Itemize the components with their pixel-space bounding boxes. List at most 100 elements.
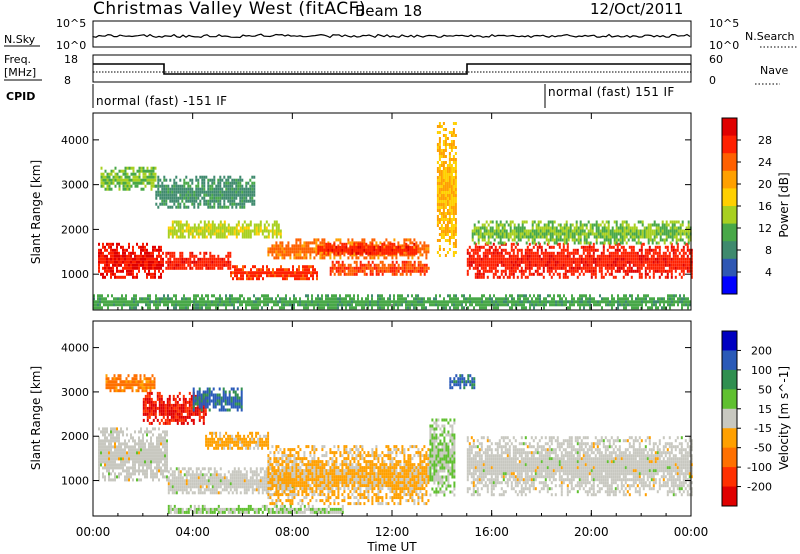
heatmap-cell <box>227 223 230 227</box>
heatmap-cell <box>514 269 517 273</box>
heatmap-cell <box>97 294 99 298</box>
heatmap-cell <box>169 251 172 255</box>
heatmap-cell <box>559 297 561 301</box>
heatmap-cell <box>132 169 135 173</box>
heatmap-cell <box>644 260 647 264</box>
heatmap-cell <box>381 260 384 264</box>
heatmap-cell <box>187 193 190 197</box>
heatmap-cell <box>134 260 136 264</box>
heatmap-cell <box>562 257 565 261</box>
heatmap-cell <box>375 241 378 245</box>
heatmap-cell <box>616 263 619 267</box>
heatmap-cell <box>648 269 651 273</box>
heatmap-cell <box>205 257 208 261</box>
heatmap-cell <box>589 232 592 236</box>
heatmap-cell <box>389 248 392 252</box>
heatmap-cell <box>379 306 381 310</box>
heatmap-cell <box>325 242 328 246</box>
heatmap-cell <box>187 196 190 200</box>
heatmap-cell <box>562 248 565 252</box>
heatmap-cell <box>355 253 358 257</box>
heatmap-cell <box>191 202 194 206</box>
heatmap-cell <box>185 303 187 307</box>
heatmap-cell <box>351 241 354 245</box>
heatmap-cell <box>289 250 292 254</box>
heatmap-cell <box>690 254 693 258</box>
heatmap-cell <box>531 300 533 304</box>
heatmap-cell <box>484 266 487 270</box>
heatmap-cell <box>229 232 232 236</box>
heatmap-cell <box>461 306 463 310</box>
heatmap-cell <box>603 232 606 236</box>
heatmap-cell <box>339 266 342 270</box>
heatmap-cell <box>245 181 248 185</box>
heatmap-cell <box>187 257 190 261</box>
heatmap-cell <box>282 277 284 281</box>
heatmap-cell <box>239 178 242 182</box>
heatmap-cell <box>504 269 507 273</box>
heatmap-cell <box>154 266 156 270</box>
heatmap-cell <box>248 277 250 281</box>
heatmap-cell <box>335 260 338 264</box>
heatmap-cell <box>411 300 413 304</box>
heatmap-cell <box>494 260 497 264</box>
heatmap-cell <box>561 300 563 304</box>
heatmap-cell <box>319 250 322 254</box>
heatmap-cell <box>167 300 169 304</box>
heatmap-cell <box>452 176 455 179</box>
heatmap-cell <box>481 235 484 239</box>
heatmap-cell <box>383 244 386 248</box>
heatmap-cell <box>199 297 201 301</box>
heatmap-cell <box>267 294 269 298</box>
heatmap-cell <box>265 297 267 301</box>
heatmap-cell <box>442 140 445 143</box>
heatmap-cell <box>543 223 546 227</box>
heatmap-cell <box>308 265 310 269</box>
heatmap-cell <box>476 248 479 252</box>
heatmap-cell <box>115 300 117 304</box>
heatmap-cell <box>251 306 253 310</box>
heatmap-cell <box>327 251 330 255</box>
heatmap-cell <box>249 193 252 197</box>
heatmap-cell <box>641 297 643 301</box>
heatmap-cell <box>474 260 477 264</box>
heatmap-cell <box>442 209 445 212</box>
heatmap-cell <box>584 260 587 264</box>
heatmap-cell <box>201 266 204 270</box>
heatmap-cell <box>379 260 382 264</box>
heatmap-cell <box>353 248 356 252</box>
heatmap-cell <box>401 244 404 248</box>
heatmap-cell <box>161 297 163 301</box>
heatmap-cell <box>274 274 276 278</box>
heatmap-cell <box>213 300 215 304</box>
heatmap-cell <box>363 250 366 254</box>
heatmap-cell <box>453 306 455 310</box>
heatmap-cell <box>106 175 109 179</box>
heatmap-cell <box>103 303 105 307</box>
heatmap-cell <box>265 229 268 233</box>
heatmap-cell <box>616 269 619 273</box>
heatmap-cell <box>152 245 154 249</box>
heatmap-cell <box>647 306 649 310</box>
heatmap-cell <box>627 223 630 227</box>
heatmap-cell <box>494 272 497 276</box>
heatmap-cell <box>373 263 376 267</box>
heatmap-cell <box>195 187 198 191</box>
heatmap-cell <box>427 297 429 301</box>
heatmap-cell <box>353 266 356 270</box>
heatmap-cell <box>373 238 376 242</box>
heatmap-cell <box>205 223 208 227</box>
heatmap-cell <box>630 260 633 264</box>
heatmap-cell <box>606 263 609 267</box>
heatmap-cell <box>258 274 260 278</box>
heatmap-cell <box>528 248 531 252</box>
heatmap-cell <box>587 235 590 239</box>
heatmap-cell <box>539 297 541 301</box>
heatmap-cell <box>114 263 116 267</box>
heatmap-cell <box>604 263 607 267</box>
heatmap-cell <box>517 294 519 298</box>
heatmap-cell <box>325 248 328 252</box>
heatmap-cell <box>592 266 595 270</box>
heatmap-cell <box>377 297 379 301</box>
heatmap-cell <box>335 300 337 304</box>
